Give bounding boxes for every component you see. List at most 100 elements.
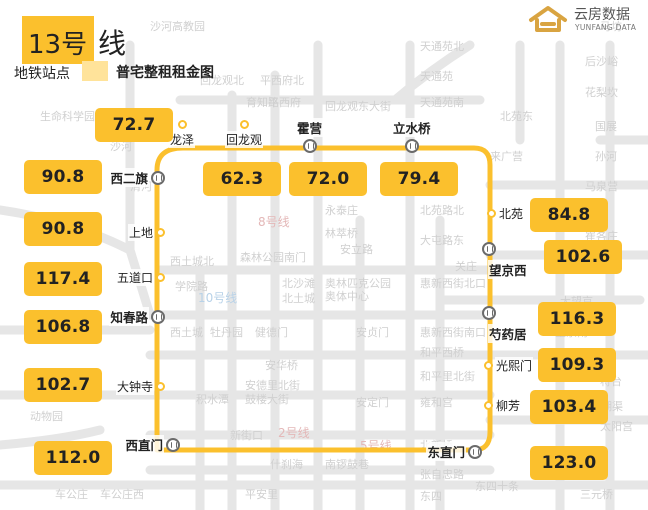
svg-text:三元桥: 三元桥 [580, 488, 613, 501]
svg-text:花梨坎: 花梨坎 [585, 85, 618, 99]
svg-text:学院路: 学院路 [175, 279, 208, 293]
station-dot-icon [156, 228, 165, 237]
line13-path [154, 145, 493, 453]
rent-price-badge: 117.4 [24, 262, 102, 296]
svg-text:崔各庄: 崔各庄 [585, 229, 618, 243]
svg-text:新街口: 新街口 [230, 428, 263, 442]
station-5: 望京西 [482, 242, 528, 279]
rent-price-badge: 79.4 [380, 162, 458, 196]
svg-text:北土城: 北土城 [282, 292, 315, 305]
svg-text:安德里北街: 安德里北街 [245, 378, 300, 392]
interchange-icon [482, 242, 496, 256]
subtitle-title: 普宅整租租金图 [116, 65, 214, 81]
station-name: 知春路 [109, 307, 149, 326]
station-dot-icon [484, 361, 493, 370]
station-name: 西直门 [124, 435, 164, 454]
interchange-icon [151, 309, 165, 324]
station-dot-icon [239, 120, 249, 129]
svg-text:生命科学园: 生命科学园 [40, 109, 95, 123]
station-name: 芍药居 [488, 324, 528, 343]
station-13: 五道口 [115, 269, 165, 286]
interchange-icon [166, 437, 180, 452]
station-name: 回龙观 [225, 131, 264, 148]
interchange-icon [151, 170, 165, 185]
brand-logo: 云房数据 YUNFANG DATA [528, 4, 644, 34]
svg-text:动物园: 动物园 [30, 409, 63, 423]
svg-text:安立路: 安立路 [340, 242, 373, 256]
rent-price-badge: 62.3 [203, 162, 281, 196]
station-14: 上地 [127, 224, 165, 241]
station-name: 北苑 [498, 205, 525, 222]
station-name: 东直门 [426, 442, 466, 461]
svg-text:天通苑北: 天通苑北 [420, 40, 464, 53]
svg-text:张自忠路: 张自忠路 [420, 468, 464, 481]
station-2: 霍营 [296, 118, 324, 153]
svg-text:奥体中心: 奥体中心 [325, 289, 369, 303]
svg-text:雍和宫: 雍和宫 [420, 395, 453, 409]
svg-text:后沙峪: 后沙峪 [585, 55, 618, 68]
rent-price-badge: 123.0 [530, 446, 608, 480]
svg-text:沙河高教园: 沙河高教园 [150, 19, 205, 33]
svg-text:回龙观北: 回龙观北 [200, 74, 244, 87]
svg-text:惠新西街北口: 惠新西街北口 [420, 276, 486, 290]
svg-text:平西府: 平西府 [268, 95, 301, 109]
rent-price-badge: 102.6 [544, 240, 622, 274]
station-name: 五道口 [115, 269, 154, 286]
svg-text:平安里: 平安里 [245, 487, 278, 501]
svg-text:和平里北街: 和平里北街 [420, 369, 475, 383]
svg-text:森林公园南门: 森林公园南门 [240, 250, 306, 264]
svg-text:北沙滩: 北沙滩 [282, 276, 315, 290]
svg-text:马坊: 马坊 [600, 19, 622, 33]
interchange-icon [468, 444, 482, 459]
station-name: 柳芳 [495, 397, 522, 414]
svg-text:鼓楼大街: 鼓楼大街 [245, 392, 289, 406]
svg-text:天通苑: 天通苑 [420, 70, 453, 83]
svg-text:太阳宫: 太阳宫 [600, 419, 633, 433]
svg-text:车公庄: 车公庄 [55, 487, 88, 501]
subtitle-legend-label: 地铁站点 [14, 66, 70, 82]
svg-text:车公庄西: 车公庄西 [100, 487, 144, 501]
rent-price-badge: 72.7 [95, 108, 173, 142]
rent-price-badge: 90.8 [24, 160, 102, 194]
svg-text:国展: 国展 [595, 120, 617, 133]
svg-text:沙河: 沙河 [110, 140, 132, 153]
rent-price-badge: 72.0 [289, 162, 367, 196]
svg-text:孙河: 孙河 [595, 150, 617, 163]
station-3: 立水桥 [392, 118, 432, 153]
svg-text:什刹海: 什刹海 [270, 457, 303, 471]
rent-price-badge: 84.8 [530, 198, 608, 232]
station-0: 龙泽 [169, 120, 196, 148]
station-name: 望京西 [488, 260, 528, 279]
station-name: 光熙门 [495, 357, 534, 374]
brand-name: 云房数据 [574, 7, 630, 23]
interchange-icon [404, 139, 419, 153]
svg-text:和平西桥: 和平西桥 [420, 346, 464, 359]
interchange-icon [482, 306, 496, 320]
station-8: 柳芳 [484, 397, 522, 414]
station-9: 东直门 [426, 442, 482, 461]
svg-text:健德门: 健德门 [255, 325, 288, 339]
svg-text:安贞门: 安贞门 [356, 325, 389, 339]
station-7: 光熙门 [484, 357, 534, 374]
rent-price-badge: 90.8 [24, 212, 102, 246]
rent-price-badge: 112.0 [34, 441, 112, 475]
svg-text:平西府北: 平西府北 [260, 73, 304, 87]
svg-text:关庄: 关庄 [455, 259, 477, 273]
svg-text:永泰庄: 永泰庄 [325, 203, 358, 217]
svg-text:西土城北: 西土城北 [170, 255, 214, 268]
title-line-suffix: 线 [98, 27, 127, 60]
svg-text:天通苑南: 天通苑南 [420, 96, 464, 109]
svg-text:8号线: 8号线 [258, 215, 290, 229]
brand-subtitle: YUNFANG DATA [575, 23, 637, 32]
rent-price-badge: 109.3 [538, 348, 616, 382]
title-line-number: 13号 [28, 30, 88, 60]
interchange-icon [302, 139, 317, 153]
station-dot-icon [156, 273, 165, 282]
svg-text:惠新西街南口: 惠新西街南口 [420, 325, 486, 339]
station-dot-icon [484, 401, 493, 410]
station-name: 立水桥 [392, 118, 432, 137]
station-dot-icon [177, 120, 187, 129]
svg-text:马泉营: 马泉营 [585, 179, 618, 193]
